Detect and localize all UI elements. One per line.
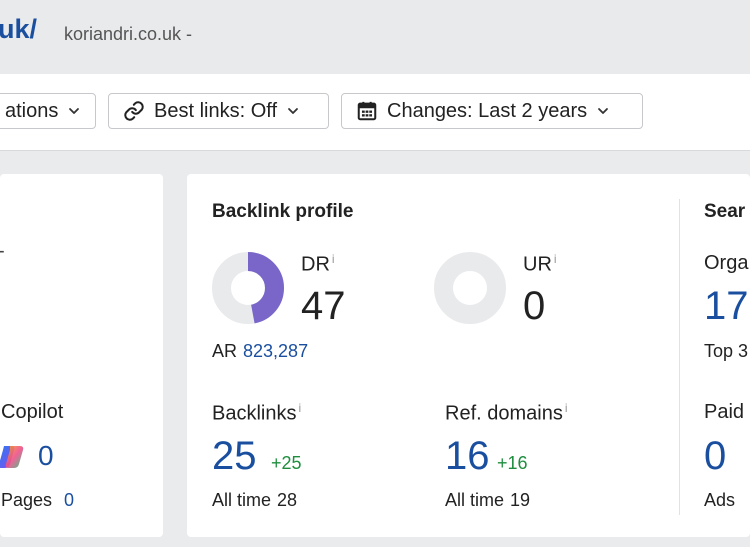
ref-domains-label: Ref. domains i: [445, 401, 568, 426]
top-bar: uk/ koriandri.co.uk -: [0, 0, 750, 74]
backlinks-value[interactable]: 25: [212, 434, 257, 478]
chevron-down-icon: [67, 104, 81, 118]
ref-domains-label-text: Ref. domains: [445, 402, 563, 425]
pages-value[interactable]: 0: [64, 490, 75, 510]
ar-label: AR: [212, 341, 238, 361]
ref-domains-value[interactable]: 16: [445, 434, 490, 478]
backlink-profile-title: Backlink profile: [212, 201, 354, 222]
changes-filter-label: Changes: Last 2 years: [387, 99, 588, 122]
ref-domains-alltime: All time 19: [445, 490, 530, 511]
pages-label: Pages: [1, 490, 53, 510]
backlinks-alltime-value: 28: [277, 490, 298, 510]
ur-label: UR i: [523, 252, 557, 277]
ref-domains-delta: +16: [497, 453, 528, 473]
ref-domains-alltime-value: 19: [510, 490, 531, 510]
ur-donut-track: [434, 252, 506, 324]
search-section-title: Sear: [704, 201, 746, 222]
top-positions-label: Top 3: [704, 341, 749, 361]
dr-label-text: DR: [301, 253, 330, 276]
ar-row: AR 823,287: [212, 341, 308, 362]
dr-label: DR i: [301, 252, 335, 277]
paid-value[interactable]: 0: [704, 434, 727, 478]
chevron-down-icon: [286, 104, 300, 118]
paid-label: Paid: [704, 401, 745, 423]
filter-toolbar: ations Best links: Off Cha: [0, 74, 750, 151]
ur-info-icon[interactable]: i: [553, 252, 557, 266]
ref-domains-info-icon[interactable]: i: [564, 401, 568, 415]
best-links-filter-button[interactable]: Best links: Off: [108, 93, 329, 129]
ur-donut: [434, 252, 506, 324]
copilot-value[interactable]: 0: [38, 440, 54, 471]
copilot-label: Copilot: [1, 401, 64, 423]
organic-value[interactable]: 17: [704, 284, 749, 328]
site-url[interactable]: koriandri.co.uk -: [64, 24, 193, 44]
backlinks-alltime: All time 28: [212, 490, 297, 511]
ur-label-text: UR: [523, 253, 552, 276]
dr-value: 47: [301, 284, 346, 328]
ar-value[interactable]: 823,287: [243, 341, 309, 361]
backlink-profile-card: Backlink profile DR i 47 UR i 0 AR 823,287 …: [187, 174, 750, 537]
backlinks-delta: +25: [271, 453, 302, 473]
locations-filter-button[interactable]: ations: [0, 93, 96, 129]
backlinks-alltime-label: All time: [212, 490, 272, 510]
ref-domains-alltime-label: All time: [445, 490, 505, 510]
changes-filter-button[interactable]: Changes: Last 2 years: [341, 93, 643, 129]
ads-label: Ads: [704, 490, 736, 510]
copilot-icon: [0, 442, 26, 472]
dr-donut-arc: [212, 252, 284, 324]
chevron-down-icon: [596, 104, 610, 118]
ur-value: 0: [523, 284, 546, 328]
link-icon: [123, 100, 145, 122]
backlinks-label: Backlinks i: [212, 401, 301, 426]
organic-label: Orga: [704, 252, 749, 274]
calendar-icon: [356, 100, 378, 122]
best-links-filter-label: Best links: Off: [154, 99, 278, 122]
backlinks-info-icon[interactable]: i: [298, 401, 302, 415]
domain-title[interactable]: uk/: [0, 14, 38, 44]
dr-donut: [212, 252, 284, 324]
locations-filter-label: ations: [5, 99, 59, 122]
backlinks-label-text: Backlinks: [212, 402, 297, 425]
dr-info-icon[interactable]: i: [331, 252, 335, 266]
dash-placeholder: -: [0, 240, 5, 263]
section-divider: [679, 199, 680, 515]
overview-card: - Copilot 0 Pages 0: [0, 174, 163, 537]
